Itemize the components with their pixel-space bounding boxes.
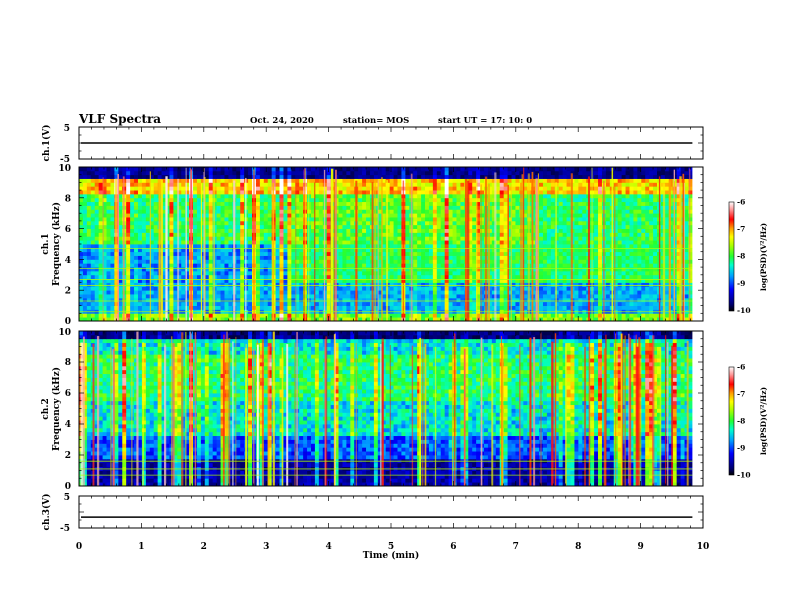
ch1-waveform-ticks [78,126,704,160]
ch1-spectrogram-ylabel-frequency: Frequency (kHz) [51,202,62,286]
ch2-spectrogram-panel: 0 2 4 6 8 10 ch.2 Frequency (kHz) -6 -7 … [41,328,768,492]
x-tick-label-2: 2 [201,542,207,552]
ch1-waveform-ytick-top: 5 [64,124,70,134]
ch2-ytick-4: 4 [65,420,71,430]
x-tick-label-0: 0 [76,542,82,552]
x-axis-tick-labels: 0 1 2 3 4 5 6 7 8 9 10 [76,542,709,552]
ch1-colorbar-tick-10: -10 [737,306,751,315]
ch2-colorbar-tick-8: -8 [737,417,745,426]
ch2-spectrogram-image [79,331,703,487]
ch3-waveform-ytick-bottom: -5 [60,524,70,534]
ch2-colorbar-label: log(PSD)(V²/Hz) [759,387,768,455]
ch1-ytick-8: 8 [65,195,71,205]
x-tick-label-5: 5 [388,542,394,552]
ch3-waveform-ylabel: ch.3(V) [41,494,52,531]
start-time-label: start UT = 17: 10: 0 [438,116,532,126]
x-tick-label-4: 4 [325,542,331,552]
x-tick-label-8: 8 [575,542,581,552]
ch1-colorbar-tick-8: -8 [737,252,745,261]
ch1-waveform-panel: 5 -5 ch.1(V) [41,124,704,165]
date-label: Oct. 24, 2020 [250,116,314,126]
ch2-spectrogram-ticks [78,330,704,487]
figure-title: VLF Spectra [78,112,161,126]
x-tick-label-7: 7 [513,542,519,552]
ch1-spectrogram-panel: 0 2 4 6 8 10 ch.1 Frequency (kHz) -6 -7 … [41,164,768,327]
ch2-colorbar [728,366,735,476]
x-tick-label-6: 6 [450,542,456,552]
ch2-ytick-10: 10 [58,328,71,338]
ch2-colorbar-tick-6: -6 [737,363,745,372]
ch3-waveform-ticks [78,495,704,529]
ch1-spectrogram-yticklabels: 0 2 4 6 8 10 [58,164,71,327]
ch2-ytick-6: 6 [65,389,71,399]
ch1-waveform-ytick-bottom: -5 [60,155,70,165]
ch2-ytick-8: 8 [65,358,71,368]
ch1-spectrogram-ticks [78,166,704,322]
ch1-colorbar-label: log(PSD)(V²/Hz) [759,223,768,291]
x-tick-label-10: 10 [697,542,710,552]
ch1-colorbar-tick-7: -7 [737,225,745,234]
ch1-ytick-0: 0 [65,317,71,327]
ch1-ytick-6: 6 [65,225,71,235]
ch2-spectrogram-ylabel-channel: ch.2 [41,398,51,419]
ch2-spectrogram-ylabel-frequency: Frequency (kHz) [51,367,62,451]
x-axis-label: Time (min) [363,550,420,561]
ch2-spectrogram-yticklabels: 0 2 4 6 8 10 [58,328,71,492]
x-tick-label-1: 1 [138,542,144,552]
ch2-colorbar-tick-10: -10 [737,471,751,480]
x-tick-label-3: 3 [263,542,269,552]
ch2-ytick-2: 2 [65,451,71,461]
ch1-ytick-10: 10 [58,164,71,174]
ch2-ytick-0: 0 [65,482,71,492]
ch1-colorbar-tick-6: -6 [737,198,745,207]
ch1-spectrogram-image [79,167,703,322]
ch1-spectrogram-ylabel-channel: ch.1 [41,233,51,254]
ch1-colorbar-tick-9: -9 [737,279,745,288]
ch1-colorbar [728,201,735,312]
ch1-waveform-ylabel: ch.1(V) [41,125,52,162]
station-label: station= MOS [343,116,409,126]
ch2-colorbar-tick-9: -9 [737,444,745,453]
ch3-waveform-panel: 5 -5 ch.3(V) [41,493,704,534]
ch3-waveform-ytick-top: 5 [64,493,70,503]
ch1-ytick-4: 4 [65,256,71,266]
ch2-colorbar-tick-7: -7 [737,390,745,399]
x-tick-label-9: 9 [637,542,643,552]
ch1-ytick-2: 2 [65,287,71,297]
